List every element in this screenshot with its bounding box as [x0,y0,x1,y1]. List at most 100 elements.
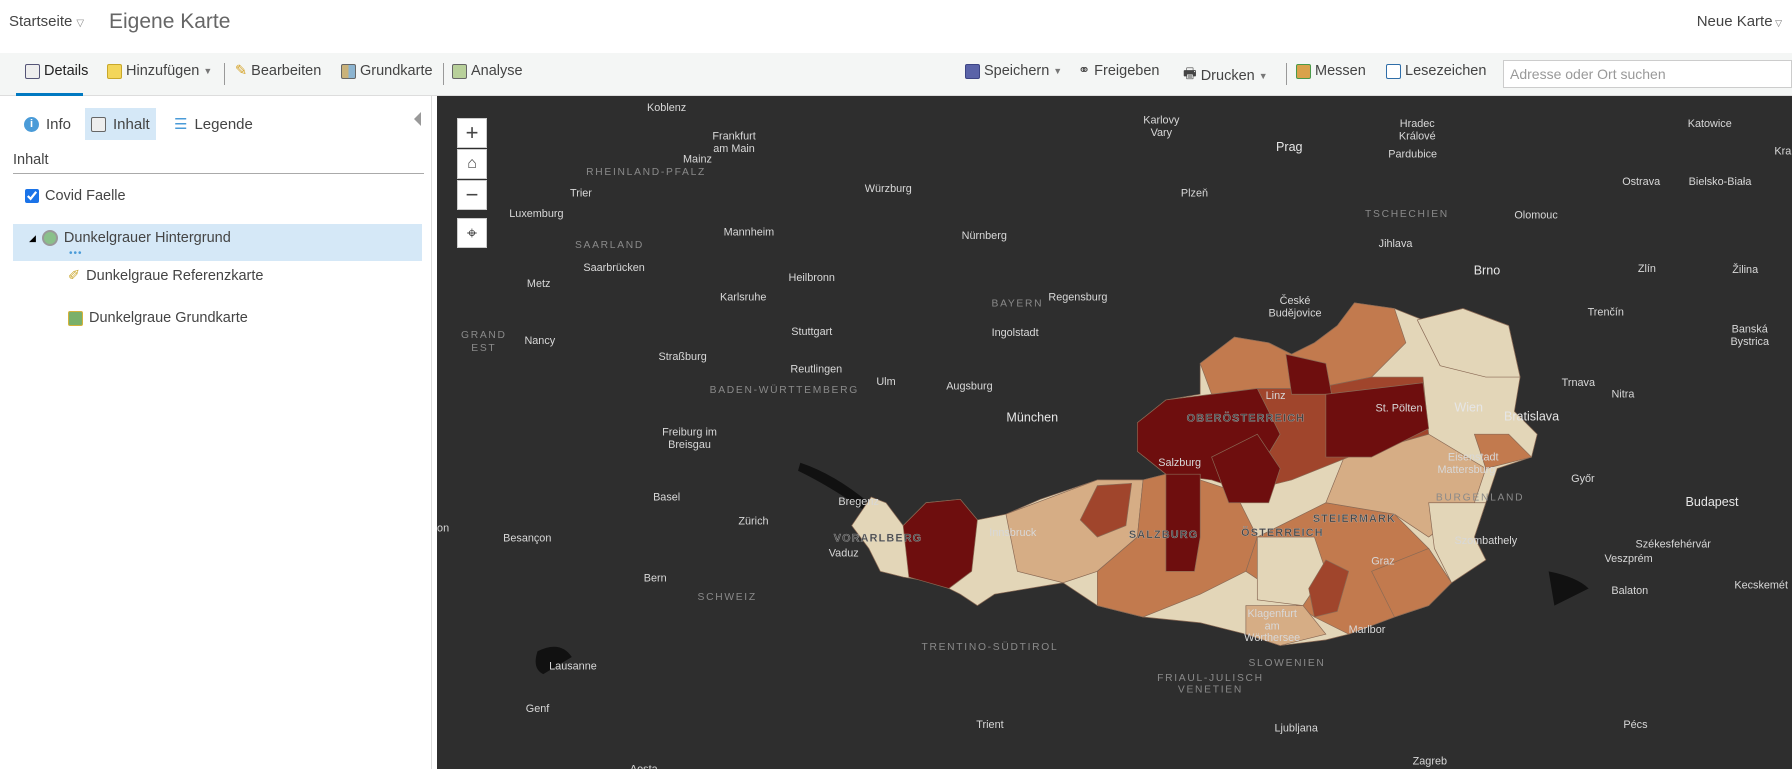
tab-legend[interactable]: ☰ Legende [168,108,259,140]
bookmarks-button[interactable]: Lesezeichen [1386,63,1486,79]
map-label-cities: Zürich [738,515,768,527]
map-label-big-cities: Prag [1276,140,1303,154]
layer-visibility-checkbox[interactable] [25,189,39,203]
app-header: Startseite ▽ Eigene Karte Neue Karte ▽ [0,0,1792,53]
share-button[interactable]: ⚭ Freigeben [1078,63,1159,79]
link-icon: ⚭ [1078,63,1091,79]
district[interactable] [1428,502,1487,584]
new-map-menu[interactable]: Neue Karte ▽ [1697,13,1782,30]
details-button[interactable]: Details [25,63,88,79]
zoom-out-button[interactable]: − [457,180,487,210]
district[interactable] [1165,473,1201,572]
map-label-cities: Eisenstadt [1448,451,1499,463]
edit-button[interactable]: ✎ Bearbeiten [235,63,321,79]
district[interactable] [1371,548,1452,618]
district[interactable] [1308,559,1350,618]
layer-dunkelgraue-referenzkarte[interactable]: ✐ Dunkelgraue Referenzkarte [68,268,263,284]
tab-info[interactable]: i Info [18,108,77,140]
district[interactable] [1211,433,1281,504]
map-label-cities: Ljubljana [1274,722,1318,734]
basemap-button[interactable]: Grundkarte [341,63,433,79]
district[interactable] [1416,308,1521,378]
chevron-down-icon: ▽ [1772,18,1782,28]
tab-label: Legende [194,115,253,133]
details-icon [25,63,40,79]
home-menu[interactable]: Startseite ▽ [9,13,84,30]
info-icon: i [24,116,39,132]
analysis-icon [452,63,467,79]
layer-dunkelgrauer-hintergrund[interactable]: ◢ Dunkelgrauer Hintergrund [29,230,231,246]
add-button[interactable]: Hinzufügen ▼ [107,63,212,79]
map-label-regions: GRAND [461,330,507,341]
locate-button[interactable]: ⌖ [457,218,487,248]
map-label-big-cities: Budapest [1686,495,1740,509]
map-label-cities: Nürnberg [962,230,1007,242]
map-label-cities: Mattersburg [1437,464,1495,476]
map-label-cities: Pardubice [1388,149,1437,161]
map-label-cities: Ulm [876,376,895,388]
zoom-in-button[interactable]: + [457,118,487,148]
print-button[interactable]: 🖶 Drucken ▼ [1183,63,1268,88]
map-label-regions: BADEN-WÜRTTEMBERG [710,384,859,396]
map-label-cities: Innsbruck [989,527,1037,539]
map-label-cities: České [1280,294,1311,307]
layer-covid-faelle[interactable]: Covid Faelle [25,188,126,204]
measure-button[interactable]: Messen [1296,63,1366,79]
map-label-cities: Bielsko-Biała [1689,176,1753,188]
sidebar: i Info Inhalt ☰ Legende Inhalt Covid Faell… [0,96,432,769]
home-extent-button[interactable]: ⌂ [457,149,487,179]
map-label-cities: Banská [1732,324,1769,336]
district[interactable] [1473,433,1533,469]
caret-down-icon: ▼ [203,66,213,76]
add-label: Hinzufügen [126,63,200,79]
map-label-austria-labels: OBERÖSTERREICH [1187,412,1305,425]
map-label-cities: Zagreb [1413,755,1447,767]
new-map-label: Neue Karte [1696,13,1773,30]
map-label-regions: TSCHECHIEN [1365,209,1449,220]
map-label-regions: EST [471,343,496,354]
map-label-cities: Plzeň [1181,188,1208,200]
map-label-cities: Balaton [1611,585,1648,597]
toolbar: Details Hinzufügen ▼ ✎ Bearbeiten Grundkar… [0,53,1792,96]
analysis-button[interactable]: Analyse [452,63,523,79]
expand-triangle-icon[interactable]: ◢ [29,232,36,243]
district[interactable] [902,498,978,589]
caret-down-icon: ▼ [1258,70,1268,81]
legend-icon: ☰ [174,116,188,133]
map-label-big-cities: Wien [1454,400,1483,414]
map-label-cities: Vaduz [829,547,859,559]
analysis-label: Analyse [471,63,523,79]
layer-options-button[interactable]: ••• [69,248,83,259]
district[interactable] [1079,482,1133,538]
map-label-cities: Heilbronn [789,272,835,284]
layer-label: Dunkelgrauer Hintergrund [63,230,231,246]
district[interactable] [1245,605,1327,646]
district[interactable] [1325,382,1430,458]
map-view[interactable]: Koblenz Frankfurt am Main Mainz Würzburg Trie… [437,96,1792,769]
section-heading: Inhalt [13,152,49,168]
map-label-cities: Graz [1371,555,1395,567]
map-label-cities: Breisgau [668,439,711,451]
collapse-panel-icon[interactable] [414,112,421,126]
bookmark-icon [1386,63,1401,79]
map-label-cities: Marlbor [1349,624,1386,636]
map-label-cities: Mainz [683,153,712,165]
tab-content[interactable]: Inhalt [85,108,156,140]
save-button[interactable]: Speichern ▼ [965,63,1062,79]
map-label-cities: Bregenz [838,496,878,508]
content-icon [91,116,106,132]
layer-dunkelgraue-grundkarte[interactable]: Dunkelgraue Grundkarte [68,310,248,326]
map-label-regions: SCHWEIZ [698,592,757,603]
map-label-cities: Olomouc [1514,209,1558,221]
selected-layer-highlight [13,224,422,261]
layer-label: Dunkelgraue Grundkarte [89,310,248,326]
save-icon [965,63,980,79]
map-label-cities: Jihlava [1379,238,1414,250]
map-label-cities: Reutlingen [790,364,842,376]
ruler-icon [1296,63,1311,79]
divider [443,63,444,85]
map-label-cities: Basel [653,491,680,503]
pencil-icon: ✎ [235,63,248,79]
search-input[interactable] [1503,60,1792,88]
